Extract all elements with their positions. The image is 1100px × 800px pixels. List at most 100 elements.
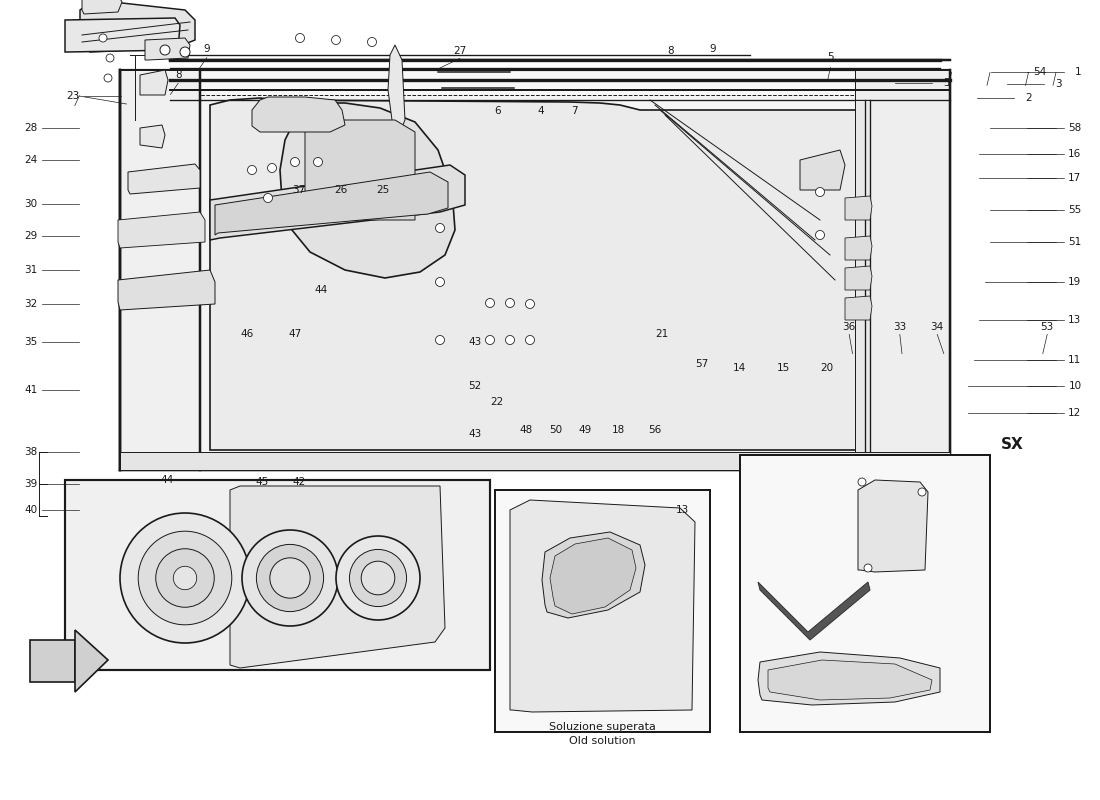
Text: 57: 57 (695, 359, 708, 369)
Polygon shape (65, 480, 490, 670)
Text: Old solution: Old solution (570, 736, 636, 746)
Text: 13: 13 (1068, 315, 1081, 325)
Text: 6: 6 (494, 106, 501, 116)
Text: 18: 18 (612, 426, 625, 435)
Circle shape (506, 298, 515, 307)
Polygon shape (510, 500, 695, 712)
Text: 12: 12 (1068, 408, 1081, 418)
Circle shape (104, 74, 112, 82)
Text: 5: 5 (943, 78, 949, 88)
Text: 20: 20 (821, 363, 834, 373)
Text: 58: 58 (1068, 123, 1081, 133)
Text: 40: 40 (24, 506, 37, 515)
Text: 33: 33 (893, 322, 906, 332)
Circle shape (485, 335, 495, 345)
Circle shape (815, 230, 825, 239)
Text: 55: 55 (1068, 205, 1081, 214)
Polygon shape (495, 490, 710, 732)
Circle shape (256, 544, 323, 611)
Circle shape (864, 564, 872, 572)
Circle shape (242, 530, 338, 626)
Circle shape (918, 488, 926, 496)
Polygon shape (252, 97, 345, 132)
Polygon shape (740, 455, 990, 732)
Text: 41: 41 (24, 386, 37, 395)
Text: 37: 37 (293, 186, 306, 195)
Polygon shape (845, 236, 872, 260)
Polygon shape (768, 660, 932, 700)
Polygon shape (210, 165, 465, 240)
Circle shape (331, 35, 341, 45)
Text: 39: 39 (24, 479, 37, 489)
Polygon shape (230, 486, 446, 668)
Polygon shape (118, 212, 205, 248)
Text: 52: 52 (469, 381, 482, 390)
Text: 53: 53 (1041, 322, 1054, 332)
Text: 49: 49 (579, 426, 592, 435)
Text: 3: 3 (1055, 79, 1061, 89)
Circle shape (174, 566, 197, 590)
Circle shape (361, 562, 395, 595)
Text: 32: 32 (24, 299, 37, 309)
Text: eurospare: eurospare (131, 381, 353, 419)
Text: 31: 31 (24, 266, 37, 275)
Text: 4: 4 (538, 106, 544, 116)
Polygon shape (855, 100, 870, 470)
Text: 28: 28 (24, 123, 37, 133)
Circle shape (296, 34, 305, 42)
Polygon shape (845, 196, 872, 220)
Polygon shape (120, 70, 200, 470)
Circle shape (314, 158, 322, 166)
Text: 8: 8 (175, 70, 182, 80)
Polygon shape (120, 452, 950, 470)
Text: 8: 8 (668, 46, 674, 56)
Polygon shape (758, 652, 940, 705)
Circle shape (267, 163, 276, 173)
Polygon shape (200, 95, 870, 455)
Polygon shape (80, 0, 195, 52)
Circle shape (99, 34, 107, 42)
Text: 19: 19 (1068, 277, 1081, 286)
Text: 2: 2 (1025, 93, 1032, 102)
Polygon shape (75, 630, 108, 692)
Text: 17: 17 (1068, 173, 1081, 182)
Circle shape (290, 158, 299, 166)
Circle shape (526, 335, 535, 345)
Text: 16: 16 (1068, 149, 1081, 158)
Polygon shape (210, 98, 860, 450)
Text: 23: 23 (66, 91, 79, 101)
Text: 5: 5 (827, 53, 834, 62)
Text: 56: 56 (648, 426, 661, 435)
Polygon shape (388, 45, 405, 132)
Circle shape (180, 47, 190, 57)
Text: eurospare: eurospare (494, 245, 716, 283)
Polygon shape (550, 538, 636, 614)
Text: 14: 14 (733, 363, 746, 373)
Polygon shape (858, 480, 928, 572)
Text: 34: 34 (931, 322, 944, 332)
Text: SX: SX (1001, 437, 1023, 452)
Circle shape (436, 223, 444, 233)
Text: 54: 54 (1033, 67, 1046, 77)
Polygon shape (82, 0, 122, 14)
Text: 24: 24 (24, 155, 37, 165)
Circle shape (367, 38, 376, 46)
Circle shape (264, 194, 273, 202)
Circle shape (815, 187, 825, 197)
Text: eurospare: eurospare (131, 245, 353, 283)
Circle shape (436, 335, 444, 345)
Polygon shape (120, 70, 950, 470)
Polygon shape (845, 296, 872, 320)
Polygon shape (305, 120, 415, 220)
Text: 46: 46 (241, 330, 254, 339)
Polygon shape (758, 582, 870, 640)
Text: 35: 35 (24, 338, 37, 347)
Text: 48: 48 (519, 426, 532, 435)
Text: 7: 7 (571, 106, 578, 116)
Text: 26: 26 (334, 186, 348, 195)
Polygon shape (140, 70, 168, 95)
Polygon shape (542, 532, 645, 618)
Circle shape (350, 550, 407, 606)
Polygon shape (145, 38, 190, 60)
Circle shape (526, 299, 535, 309)
